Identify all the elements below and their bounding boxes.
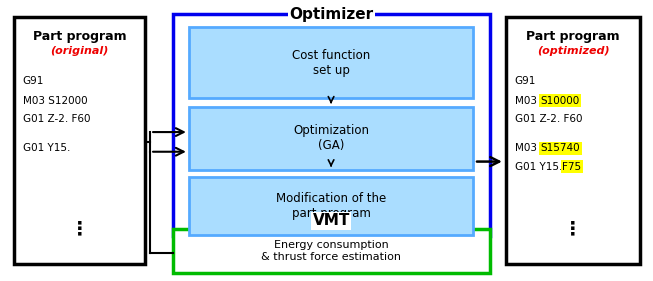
Text: G01 Y15.: G01 Y15. [515, 162, 565, 172]
Text: S10000: S10000 [541, 96, 580, 106]
Text: Part program: Part program [526, 30, 620, 42]
Text: Optimization
(GA): Optimization (GA) [293, 124, 370, 152]
Text: Modification of the
part program: Modification of the part program [276, 192, 387, 220]
Text: G01 Y15.: G01 Y15. [23, 143, 71, 153]
FancyBboxPatch shape [173, 229, 490, 273]
Text: ⋮: ⋮ [70, 219, 89, 238]
Text: M03: M03 [515, 143, 540, 153]
Text: M03 S12000: M03 S12000 [23, 96, 88, 106]
Text: G91: G91 [515, 76, 536, 86]
FancyBboxPatch shape [506, 17, 640, 264]
Text: Optimizer: Optimizer [289, 7, 374, 22]
FancyBboxPatch shape [189, 177, 473, 235]
FancyBboxPatch shape [189, 27, 473, 98]
Text: (original): (original) [50, 46, 109, 56]
Text: Energy consumption
& thrust force estimation: Energy consumption & thrust force estima… [261, 240, 402, 262]
Text: G01 Z-2. F60: G01 Z-2. F60 [515, 114, 582, 124]
Text: M03: M03 [515, 96, 540, 106]
FancyBboxPatch shape [189, 107, 473, 170]
Text: G91: G91 [23, 76, 44, 86]
Text: (optimized): (optimized) [537, 46, 609, 56]
Text: Cost function
set up: Cost function set up [293, 49, 370, 76]
Text: VMT: VMT [313, 214, 350, 228]
Text: Part program: Part program [33, 30, 127, 42]
Text: ⋮: ⋮ [564, 219, 582, 238]
FancyBboxPatch shape [173, 14, 490, 236]
Text: G01 Z-2. F60: G01 Z-2. F60 [23, 114, 90, 124]
Text: S15740: S15740 [541, 143, 581, 153]
FancyBboxPatch shape [14, 17, 145, 264]
Text: F75: F75 [562, 162, 581, 172]
